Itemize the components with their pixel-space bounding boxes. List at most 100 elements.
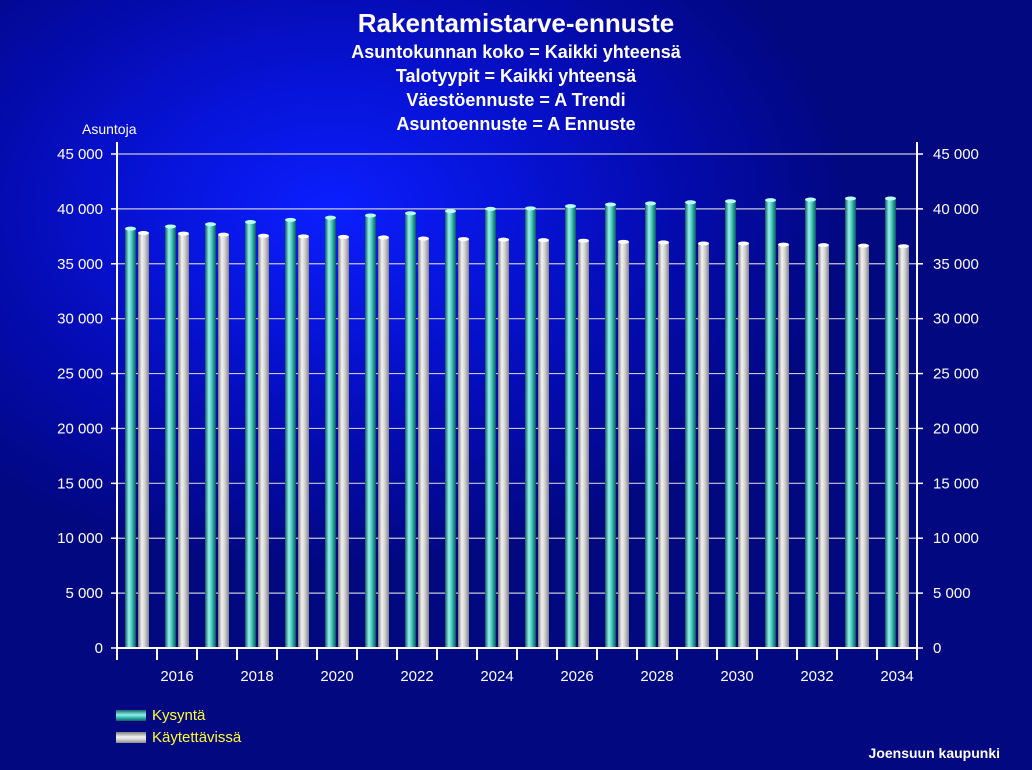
subtitle-household-size: Asuntokunnan koko = Kaikki yhteensä [351, 42, 681, 62]
bar-demand [845, 198, 856, 648]
y-tick-label-left: 30 000 [57, 311, 103, 328]
x-tick-label: 2032 [800, 668, 833, 685]
x-tick-label: 2028 [640, 668, 673, 685]
x-tick-label: 2018 [240, 668, 273, 685]
bar-demand [765, 200, 776, 648]
bar-demand-cap [525, 206, 536, 211]
y-tick-label-right: 35 000 [933, 256, 979, 273]
bar-demand-cap [285, 217, 296, 222]
x-tick-label: 2020 [320, 668, 353, 685]
bar-available-cap [578, 238, 589, 243]
y-axis-label: Asuntoja [82, 121, 137, 137]
bar-available-cap [658, 240, 669, 245]
bar-available-cap [818, 243, 829, 248]
bar-demand-cap [165, 224, 176, 229]
subtitle-population-forecast: Väestöennuste = A Trendi [406, 90, 626, 110]
legend-label-available: Käytettävissä [152, 728, 242, 746]
bar-available-cap [338, 234, 349, 239]
bar-available-cap [418, 236, 429, 241]
bar-demand-cap [805, 197, 816, 202]
y-tick-label-left: 20 000 [57, 420, 103, 437]
bar-demand [885, 198, 896, 648]
y-tick-label-right: 0 [933, 640, 941, 657]
bar-available-cap [378, 235, 389, 240]
bar-demand [365, 215, 376, 648]
bar-available [578, 240, 589, 649]
x-tick-label: 2034 [880, 668, 913, 685]
bar-demand [725, 201, 736, 648]
bar-available [858, 245, 869, 649]
bar-demand [605, 204, 616, 648]
y-tick-label-right: 40 000 [933, 201, 979, 218]
bar-available-cap [858, 243, 869, 248]
x-tick-label: 2022 [400, 668, 433, 685]
x-tick-label: 2016 [160, 668, 193, 685]
bar-available [658, 242, 669, 649]
x-tick-label: 2026 [560, 668, 593, 685]
bar-demand [285, 219, 296, 648]
bar-available [698, 243, 709, 649]
y-tick-label-left: 5 000 [65, 585, 103, 602]
bar-available-cap [538, 238, 549, 243]
subtitle-building-types: Talotyypit = Kaikki yhteensä [395, 66, 637, 86]
bar-available-cap [898, 244, 909, 249]
bar-available-cap [738, 241, 749, 246]
x-tick-label: 2024 [480, 668, 513, 685]
y-tick-label-right: 10 000 [933, 530, 979, 547]
bar-demand [645, 203, 656, 648]
y-tick-label-right: 45 000 [933, 146, 979, 163]
bar-available [178, 233, 189, 649]
bar-demand [685, 202, 696, 648]
bar-available [298, 236, 309, 649]
y-tick-label-left: 40 000 [57, 201, 103, 218]
bar-available [458, 239, 469, 649]
bar-available [818, 245, 829, 649]
bar-available [418, 238, 429, 649]
y-tick-label-right: 15 000 [933, 475, 979, 492]
bar-demand-cap [485, 206, 496, 211]
bar-available [338, 236, 349, 649]
bar-demand-cap [645, 201, 656, 206]
legend-swatch-demand [116, 709, 146, 721]
bar-available [138, 233, 149, 649]
bar-available-cap [698, 241, 709, 246]
bar-demand-cap [325, 215, 336, 220]
bar-available [498, 239, 509, 649]
x-tick-label: 2030 [720, 668, 753, 685]
bar-available [218, 234, 229, 649]
bar-demand-cap [765, 198, 776, 203]
bar-available [258, 235, 269, 649]
bar-available-cap [258, 233, 269, 238]
legend-label-demand: Kysyntä [152, 706, 206, 724]
bar-demand [405, 213, 416, 648]
bar-demand [805, 199, 816, 648]
y-tick-label-left: 25 000 [57, 366, 103, 383]
bar-demand [245, 222, 256, 648]
bar-available-cap [218, 232, 229, 237]
y-tick-label-left: 0 [95, 640, 103, 657]
bar-available-cap [178, 231, 189, 236]
y-tick-label-left: 10 000 [57, 530, 103, 547]
bar-demand-cap [125, 226, 136, 231]
bar-demand [525, 208, 536, 648]
bar-demand-cap [845, 196, 856, 201]
bar-demand [165, 226, 176, 648]
bar-available [738, 243, 749, 649]
chart-title: Rakentamistarve-ennuste [357, 8, 675, 38]
bar-available-cap [138, 231, 149, 236]
bar-demand-cap [405, 211, 416, 216]
bar-available-cap [618, 239, 629, 244]
y-tick-label-left: 45 000 [57, 146, 103, 163]
bar-demand [125, 228, 136, 648]
bar-available [898, 246, 909, 649]
y-tick-label-right: 20 000 [933, 420, 979, 437]
bar-demand-cap [565, 204, 576, 209]
y-tick-label-right: 30 000 [933, 311, 979, 328]
bar-demand-cap [885, 196, 896, 201]
bar-demand [205, 224, 216, 648]
bar-demand [485, 208, 496, 648]
bar-available [618, 241, 629, 649]
bar-available [378, 237, 389, 649]
bar-available [778, 244, 789, 649]
y-tick-label-right: 25 000 [933, 366, 979, 383]
